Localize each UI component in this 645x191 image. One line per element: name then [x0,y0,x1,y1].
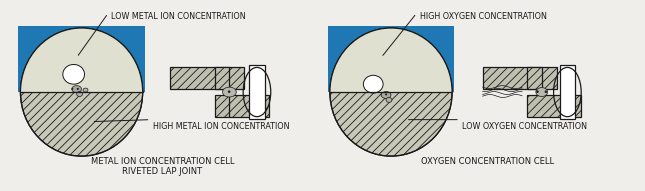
Bar [559,66,575,119]
Ellipse shape [21,28,143,156]
Bar [215,95,269,117]
Text: HIGH OXYGEN CONCENTRATION: HIGH OXYGEN CONCENTRATION [419,12,546,21]
Text: HIGH METAL ION CONCENTRATION: HIGH METAL ION CONCENTRATION [152,122,289,131]
Bar [19,26,144,92]
Ellipse shape [223,87,236,97]
Text: LOW OXYGEN CONCENTRATION: LOW OXYGEN CONCENTRATION [462,122,587,131]
Ellipse shape [386,97,392,102]
Ellipse shape [83,88,88,92]
Bar [482,67,557,89]
Ellipse shape [77,91,83,96]
Ellipse shape [381,91,391,98]
Text: LOW METAL ION CONCENTRATION: LOW METAL ION CONCENTRATION [111,12,246,21]
Bar [215,67,230,89]
Ellipse shape [72,86,81,93]
Bar [328,26,454,92]
Ellipse shape [330,28,452,156]
Ellipse shape [536,88,548,96]
Ellipse shape [363,75,383,93]
Ellipse shape [21,28,143,156]
Bar [527,95,581,117]
Text: METAL ION CONCENTRATION CELL: METAL ION CONCENTRATION CELL [90,157,234,166]
Text: RIVETED LAP JOINT: RIVETED LAP JOINT [123,167,203,176]
Bar [170,67,244,89]
Text: OXYGEN CONCENTRATION CELL: OXYGEN CONCENTRATION CELL [421,157,554,166]
Bar [527,67,542,89]
Ellipse shape [330,28,452,156]
Ellipse shape [63,64,84,84]
Bar [249,66,265,119]
